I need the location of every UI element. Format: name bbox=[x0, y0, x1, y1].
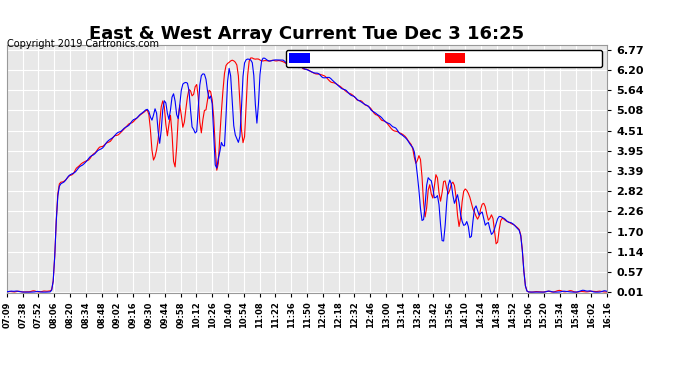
Text: Copyright 2019 Cartronics.com: Copyright 2019 Cartronics.com bbox=[7, 39, 159, 50]
Legend: East Array (DC Amps), West Array (DC Amps): East Array (DC Amps), West Array (DC Amp… bbox=[286, 50, 602, 67]
Title: East & West Array Current Tue Dec 3 16:25: East & West Array Current Tue Dec 3 16:2… bbox=[90, 26, 524, 44]
